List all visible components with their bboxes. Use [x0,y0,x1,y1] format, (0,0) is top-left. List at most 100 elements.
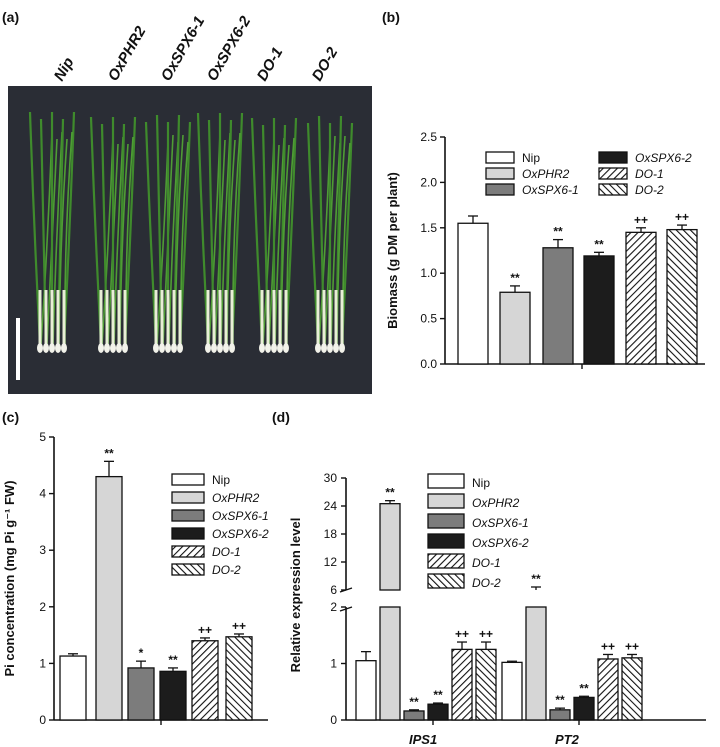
significance-label: ** [510,271,520,285]
y-tick-label: 24 [324,499,338,513]
root-base [165,343,171,353]
leaf [52,131,63,346]
root-base [153,343,159,353]
bar-4 [583,255,615,365]
y-tick-label: 0 [330,713,337,727]
legend-swatch [171,545,205,558]
significance-label: ++ [634,213,648,227]
root-base [205,343,211,353]
panel-label-a: (a) [2,9,19,25]
legend-label: OxPHR2 [212,491,260,505]
bar-6 [225,636,253,721]
root-base [321,343,327,353]
legend-swatch [598,167,628,180]
panel-label-b: (b) [382,9,400,25]
y-tick-label: 30 [324,471,338,485]
y-tick-label: 12 [324,555,338,569]
significance-label: ** [579,681,589,695]
y-tick-label: 0.0 [420,357,437,371]
y-tick-label: 6 [330,583,337,597]
plant-group-1 [28,111,76,353]
panel-label-c: (c) [2,409,19,425]
legend-swatch [485,151,515,164]
root-base [333,343,339,353]
legend-label: OxPHR2 [472,496,520,510]
plant-group-3 [144,114,192,353]
y-tick-label: 1.5 [420,221,437,235]
legend-swatch [171,527,205,540]
legend-label: OxSPX6-1 [212,509,269,523]
bar-2 [499,291,531,365]
y-tick-label: 2 [39,600,46,614]
legend-swatch [171,491,205,504]
bar-3 [127,667,155,721]
significance-label: ** [553,225,563,239]
root-base [211,343,217,353]
significance-label: ++ [455,627,469,641]
bar [597,658,619,721]
significance-label: ++ [232,619,246,633]
bar [403,710,425,721]
significance-label: ** [385,486,395,500]
y-tick-label: 1.0 [420,266,437,280]
x-group-label: IPS1 [409,732,437,747]
significance-label: ++ [601,639,615,653]
genotype-label: OxSPX6-1 [158,13,209,84]
significance-label: ** [409,695,419,709]
root-base [49,343,55,353]
legend-swatch [427,553,465,569]
y-axis-title: Relative expression level [288,518,303,673]
root-base [37,343,43,353]
bar-3 [542,247,574,365]
root-base [217,343,223,353]
bar [355,660,377,721]
root-base [110,343,116,353]
significance-label: ** [433,688,443,702]
legend-label: OxSPX6-2 [472,536,529,550]
plant-group-5 [250,117,298,353]
root-base [339,343,345,353]
bar-5 [625,231,657,365]
root-base [265,343,271,353]
y-tick-label: 2.0 [420,175,437,189]
bar-2 [95,475,123,721]
scale-bar [16,318,20,380]
genotype-label: OxPHR2 [105,23,150,84]
y-tick-label: 0.5 [420,312,437,326]
root-base [259,343,265,353]
legend-swatch [171,473,205,486]
legend-label: DO-2 [212,563,241,577]
root-base [159,343,165,353]
y-axis-title: Pi concentration (mg Pi g⁻¹ FW) [2,480,17,676]
y-tick-label: 4 [39,487,46,501]
legend-label: Nip [212,473,230,487]
legend-swatch [598,183,628,196]
legend-label: OxSPX6-2 [212,527,269,541]
bar [427,703,449,721]
legend-label: OxPHR2 [522,167,570,181]
bar-lower [379,606,401,721]
bar [573,696,595,721]
root-base [43,343,49,353]
plant-group-6 [306,115,354,353]
legend-swatch [427,573,465,589]
leaf [274,137,285,346]
root-base [277,343,283,353]
significance-label: ** [555,693,565,707]
axis-break-mark [339,606,353,612]
bar-5 [191,640,219,721]
root-base [55,343,61,353]
significance-label: ** [104,446,114,460]
bar-1 [457,222,489,365]
legend-swatch [427,493,465,509]
root-base [327,343,333,353]
root-base [171,343,177,353]
y-tick-label: 2 [330,600,337,614]
significance-label: ** [594,237,604,251]
y-tick-label: 1 [330,657,337,671]
significance-label: ** [168,653,178,667]
genotype-label: Nip [51,55,78,84]
root-base [177,343,183,353]
